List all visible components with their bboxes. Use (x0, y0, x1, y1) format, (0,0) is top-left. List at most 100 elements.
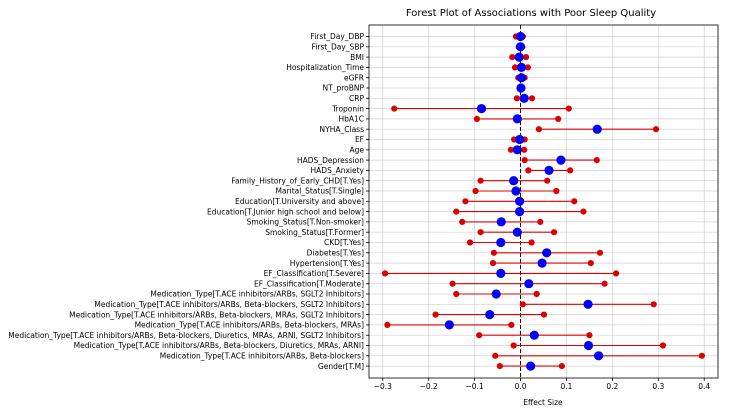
estimate-point (592, 124, 602, 134)
x-tick-label: −0.2 (420, 382, 438, 391)
row-label: Hospitalization_Time (286, 63, 364, 72)
estimate-point (496, 268, 506, 278)
estimate-point (544, 165, 554, 175)
estimate-point (529, 330, 539, 340)
interval-upper-cap (553, 187, 560, 195)
x-tick-label: 0.0 (515, 382, 527, 391)
row-label: Medication_Type[T.ACE inhibitors/ARBs, B… (94, 300, 364, 309)
interval-upper-cap (698, 352, 706, 359)
row-label: CKD[T.Yes] (324, 238, 364, 247)
interval-lower-cap (490, 249, 498, 256)
estimate-point (542, 248, 552, 258)
estimate-point (514, 52, 524, 62)
interval-lower-cap (476, 332, 483, 339)
interval-lower-cap (519, 301, 526, 308)
row-label: Medication_Type[T.ACE inhibitors/ARBs, B… (135, 321, 365, 330)
interval-upper-cap (522, 54, 530, 61)
estimate-point (515, 42, 526, 52)
row-label: EF (355, 135, 364, 144)
row-label: Medication_Type[T.ACE inhibitors/ARBs, S… (150, 290, 364, 299)
interval-upper-cap (601, 280, 608, 287)
row-label: eGFR (344, 73, 364, 82)
estimate-point (476, 104, 487, 114)
x-tick-label: 0.3 (652, 382, 664, 391)
interval-lower-cap (509, 54, 516, 61)
interval-upper-cap (565, 105, 572, 112)
interval-lower-cap (513, 95, 520, 102)
estimate-point (515, 207, 525, 217)
row-label: Medication_Type[T.ACE inhibitors/ARBs, B… (69, 310, 364, 319)
row-label: EF_Classification[T.Severe] (264, 269, 364, 278)
row-label: Smoking_Status[T.Non-smoker] (247, 218, 364, 227)
interval-lower-cap (489, 260, 497, 267)
estimate-point (583, 299, 593, 309)
interval-layer (381, 33, 706, 370)
x-axis-label: Effect Size (523, 398, 563, 407)
interval-upper-cap (567, 167, 574, 174)
interval-upper-cap (524, 64, 531, 71)
row-label: NYHA_Class (320, 125, 365, 134)
interval-lower-cap (466, 239, 474, 246)
interval-lower-cap (453, 290, 460, 298)
interval-upper-cap (596, 249, 604, 256)
interval-upper-cap (558, 363, 565, 370)
estimate-point (515, 31, 526, 42)
row-label: Medication_Type[T.ACE inhibitors/ARBs, B… (8, 331, 364, 340)
interval-lower-cap (511, 64, 519, 71)
interval-upper-cap (659, 342, 666, 349)
interval-lower-cap (477, 177, 484, 184)
interval-upper-cap (544, 177, 551, 184)
estimate-point (444, 320, 454, 330)
estimate-point (516, 83, 526, 93)
row-label: Gender[T.M] (318, 362, 364, 371)
row-label: BMI (350, 53, 364, 62)
row-label: HbA1C (338, 115, 364, 124)
interval-lower-cap (525, 167, 532, 174)
estimate-point (491, 289, 501, 299)
estimate-point (515, 196, 525, 206)
estimate-point (485, 310, 495, 320)
interval-upper-cap (528, 95, 536, 102)
estimate-layer (444, 31, 604, 371)
row-label: Marital_Status[T.Single] (276, 187, 365, 196)
x-tick-label: −0.3 (374, 382, 392, 391)
estimate-point (515, 134, 525, 145)
estimate-point (524, 279, 534, 289)
interval-lower-cap (535, 126, 543, 133)
row-label: HADS_Anxiety (311, 166, 365, 175)
interval-lower-cap (521, 157, 528, 164)
interval-upper-cap (533, 290, 540, 298)
interval-upper-cap (652, 126, 660, 133)
interval-upper-cap (540, 311, 548, 318)
x-tick-label: 0.1 (560, 382, 572, 391)
interval-lower-cap (459, 218, 466, 225)
row-label: Hypertension[T.Yes] (290, 259, 364, 268)
row-label: Age (349, 146, 364, 155)
row-label: HADS_Depression (297, 156, 364, 165)
row-label: Diabetes[T.Yes] (307, 249, 364, 258)
estimate-point (496, 217, 506, 227)
interval-upper-cap (571, 198, 578, 205)
estimate-point (516, 62, 527, 72)
x-tick-label: −0.1 (466, 382, 484, 391)
row-label: Family_History_of_Early_CHD[T.Yes] (231, 176, 364, 185)
row-label: NT_proBNP (323, 84, 365, 93)
estimate-point (496, 237, 506, 248)
row-label: Medication_Type[T.ACE inhibitors/ARBs, B… (74, 341, 364, 350)
interval-upper-cap (650, 301, 657, 308)
interval-lower-cap (510, 342, 517, 349)
estimate-point (511, 186, 521, 196)
row-label-layer: First_Day_DBP First_Day_SBPBMIHospitaliza… (8, 32, 369, 371)
interval-upper-cap (555, 115, 562, 122)
interval-lower-cap (381, 270, 389, 277)
interval-lower-cap (384, 321, 391, 328)
interval-upper-cap (508, 321, 515, 328)
interval-lower-cap (449, 280, 456, 287)
interval-upper-cap (593, 157, 600, 164)
interval-lower-cap (391, 105, 398, 112)
chart-title: Forest Plot of Associations with Poor Sl… (406, 8, 656, 19)
row-label: Smoking_Status[T.Former] (265, 228, 364, 237)
interval-lower-cap (432, 311, 439, 318)
row-label: EF_Classification[T.Moderate] (254, 279, 364, 288)
